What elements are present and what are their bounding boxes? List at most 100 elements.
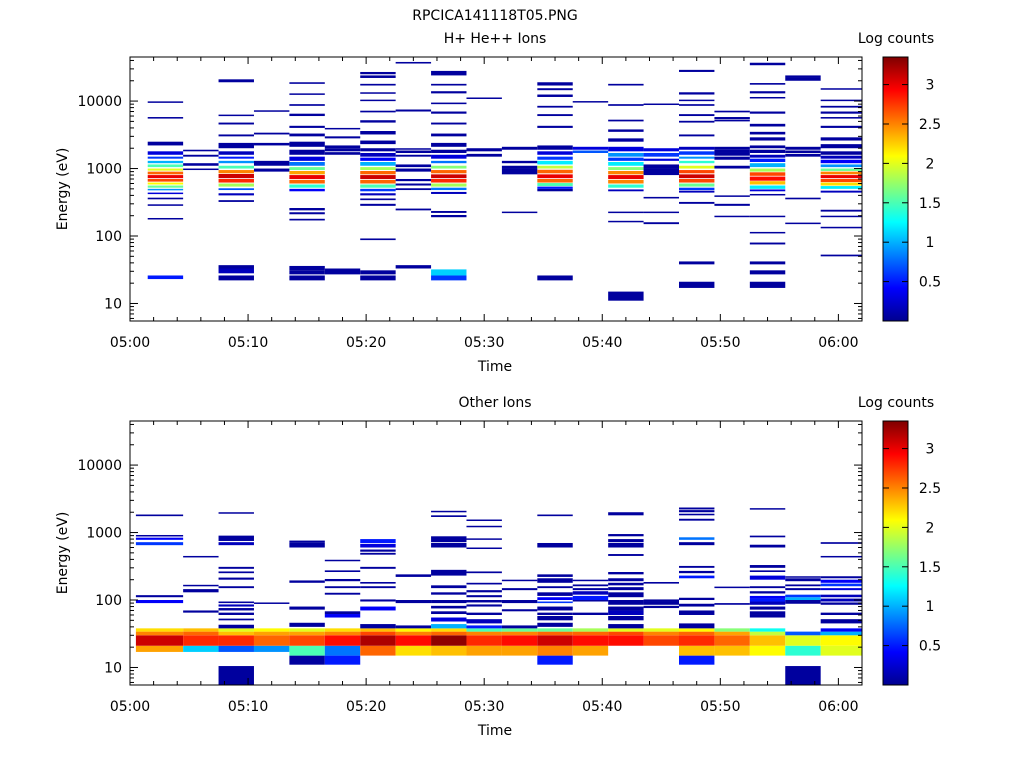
heatmap-cell <box>785 576 821 578</box>
heatmap-cell <box>431 624 467 629</box>
heatmap-cell <box>431 628 467 632</box>
heatmap-cell <box>147 188 184 191</box>
heatmap-cell <box>785 150 821 153</box>
heatmap-cell <box>820 88 862 90</box>
heatmap-cell <box>820 215 862 218</box>
heatmap-cell <box>360 92 396 94</box>
heatmap-cell <box>360 167 396 171</box>
y-tick-label: 10000 <box>77 94 122 110</box>
heatmap-cell <box>431 645 467 656</box>
heatmap-cell <box>431 133 467 137</box>
heatmap-cell <box>431 585 467 589</box>
heatmap-cell <box>135 600 184 604</box>
heatmap-cell <box>679 510 715 513</box>
heatmap-cell <box>395 635 432 646</box>
heatmap-cell <box>431 170 467 174</box>
heatmap-cell <box>253 631 290 636</box>
heatmap-cell <box>714 203 750 206</box>
heatmap-cell <box>643 628 679 632</box>
heatmap-cell <box>431 149 467 153</box>
heatmap-cell <box>218 79 254 83</box>
heatmap-cell <box>749 91 786 94</box>
heatmap-cell <box>643 211 679 214</box>
heatmap-cells <box>135 507 862 685</box>
heatmap-cell <box>395 188 432 191</box>
heatmap-cell <box>289 540 325 543</box>
heatmap-cell <box>183 610 219 613</box>
heatmap-cell <box>643 599 679 602</box>
x-tick-label: 05:50 <box>700 335 740 351</box>
heatmap-cell <box>501 628 538 632</box>
heatmap-cell <box>820 588 862 591</box>
heatmap-cell <box>218 268 254 274</box>
heatmap-cell <box>289 645 325 656</box>
heatmap-cell <box>608 631 644 636</box>
colorbar-label: Log counts <box>858 395 934 411</box>
heatmap-cell <box>431 174 467 179</box>
heatmap-cell <box>253 168 290 172</box>
heatmap-cell <box>147 178 184 182</box>
heatmap-cell <box>749 131 786 135</box>
heatmap-cell <box>360 120 396 123</box>
heatmap-cell <box>218 142 254 149</box>
heatmap-cell <box>820 579 862 583</box>
colorbar-tick-label: 2.5 <box>919 481 941 497</box>
heatmap-cell <box>679 174 715 179</box>
heatmap-cell <box>679 120 715 123</box>
heatmap-cell <box>820 137 862 141</box>
heatmap-cell <box>360 203 396 206</box>
heatmap-cell <box>183 645 219 652</box>
heatmap-cell <box>360 539 396 543</box>
heatmap-cell <box>679 190 715 193</box>
heatmap-cell <box>679 69 715 72</box>
heatmap-cell <box>749 261 786 265</box>
heatmap-cell <box>218 183 254 187</box>
heatmap-cell <box>608 162 644 166</box>
heatmap-cell <box>608 512 644 516</box>
heatmap-cell <box>537 275 573 281</box>
heatmap-cell <box>431 275 467 281</box>
heatmap-cell <box>820 583 862 587</box>
heatmap-cell <box>431 592 467 595</box>
heatmap-cell <box>749 281 786 288</box>
heatmap-cell <box>679 610 715 615</box>
heatmap-cell <box>820 159 862 164</box>
heatmap-cell <box>466 645 502 656</box>
y-tick-label: 100 <box>95 593 122 609</box>
heatmap-cell <box>572 645 609 656</box>
colorbar-tick-label: 1.5 <box>919 196 941 212</box>
heatmap-cell <box>820 175 862 179</box>
heatmap-cell <box>537 145 573 150</box>
heatmap-cell <box>395 600 432 604</box>
heatmap-cell <box>466 625 502 629</box>
heatmap-cell <box>466 612 502 615</box>
heatmap-cell <box>466 571 502 574</box>
heatmap-cell <box>537 574 573 577</box>
heatmap-cell <box>679 99 715 102</box>
heatmap-cell <box>466 595 502 598</box>
heatmap-cell <box>324 152 361 155</box>
heatmap-cell <box>466 525 502 528</box>
x-axis-label: Time <box>477 723 512 739</box>
heatmap-cell <box>572 591 609 595</box>
heatmap-cell <box>820 182 862 186</box>
heatmap-cell <box>749 137 786 141</box>
heatmap-cell <box>820 168 862 171</box>
heatmap-cell <box>643 168 679 176</box>
heatmap-cell <box>785 153 821 157</box>
heatmap-cell <box>679 160 715 164</box>
heatmap-cell <box>253 628 290 632</box>
heatmap-cell <box>183 628 219 632</box>
heatmap-cell <box>431 635 467 646</box>
heatmap-cell <box>183 635 219 646</box>
heatmap-cell <box>360 549 396 552</box>
heatmap-cell <box>360 238 396 241</box>
heatmap-cell <box>501 635 538 646</box>
colorbar <box>882 56 909 322</box>
heatmap-cell <box>643 164 679 169</box>
heatmap-cell <box>135 631 184 636</box>
heatmap-cell <box>608 572 644 575</box>
heatmap-cell <box>289 167 325 171</box>
heatmap-cell <box>537 88 573 91</box>
heatmap-cell <box>324 645 361 656</box>
